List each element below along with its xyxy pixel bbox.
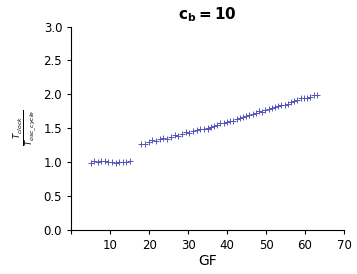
Point bbox=[250, 112, 255, 116]
Title: $\mathbf{c_b = 10}$: $\mathbf{c_b = 10}$ bbox=[178, 5, 237, 24]
Point bbox=[246, 113, 252, 117]
Point bbox=[272, 105, 278, 109]
Point bbox=[139, 142, 144, 146]
Point bbox=[161, 135, 166, 140]
Point bbox=[95, 160, 101, 164]
Point bbox=[253, 111, 258, 116]
Point bbox=[168, 134, 174, 139]
Point bbox=[231, 118, 236, 123]
Point bbox=[266, 107, 271, 112]
Point bbox=[157, 137, 163, 142]
Point bbox=[88, 161, 94, 165]
Point bbox=[307, 95, 313, 99]
Point bbox=[218, 121, 223, 125]
Point bbox=[311, 93, 316, 97]
Point bbox=[205, 126, 211, 130]
Point bbox=[314, 93, 320, 97]
Point bbox=[172, 133, 177, 137]
Point bbox=[102, 159, 108, 163]
Point bbox=[205, 127, 211, 131]
Point bbox=[175, 133, 181, 138]
Point bbox=[227, 119, 233, 123]
Point bbox=[179, 132, 185, 136]
Point bbox=[262, 107, 268, 112]
Point bbox=[186, 131, 192, 135]
Point bbox=[190, 129, 196, 134]
Point bbox=[211, 124, 217, 128]
Point bbox=[215, 123, 220, 127]
Point bbox=[127, 159, 132, 164]
Point bbox=[237, 116, 242, 121]
Point bbox=[288, 99, 294, 104]
Point bbox=[194, 128, 200, 132]
Point bbox=[282, 103, 287, 107]
Point bbox=[278, 103, 284, 107]
Point bbox=[91, 159, 97, 164]
Point bbox=[295, 98, 300, 102]
Point bbox=[221, 120, 227, 125]
Point bbox=[285, 102, 291, 106]
Point bbox=[256, 109, 262, 113]
Point bbox=[142, 141, 148, 146]
Point bbox=[153, 139, 159, 143]
Point bbox=[275, 104, 281, 108]
Point bbox=[106, 160, 111, 164]
Point bbox=[298, 96, 303, 101]
Point bbox=[304, 96, 310, 100]
Point bbox=[201, 127, 207, 131]
Point bbox=[99, 159, 104, 164]
Point bbox=[109, 160, 115, 164]
Point bbox=[116, 160, 122, 165]
Point bbox=[123, 159, 129, 164]
Point bbox=[243, 114, 249, 119]
Point bbox=[291, 99, 297, 103]
Point bbox=[240, 115, 246, 119]
Point bbox=[301, 96, 307, 100]
Point bbox=[120, 160, 125, 164]
Point bbox=[183, 130, 188, 135]
Point bbox=[234, 117, 240, 121]
Y-axis label: $\frac{T_{clock}}{T_{osc\_cycle}}$: $\frac{T_{clock}}{T_{osc\_cycle}}$ bbox=[13, 110, 39, 147]
Point bbox=[113, 161, 119, 165]
Point bbox=[259, 110, 265, 114]
Point bbox=[208, 125, 214, 130]
Point bbox=[269, 106, 275, 110]
X-axis label: GF: GF bbox=[198, 255, 217, 269]
Point bbox=[164, 136, 170, 141]
Point bbox=[197, 127, 203, 132]
Point bbox=[224, 120, 230, 125]
Point bbox=[146, 140, 152, 145]
Point bbox=[150, 138, 155, 142]
